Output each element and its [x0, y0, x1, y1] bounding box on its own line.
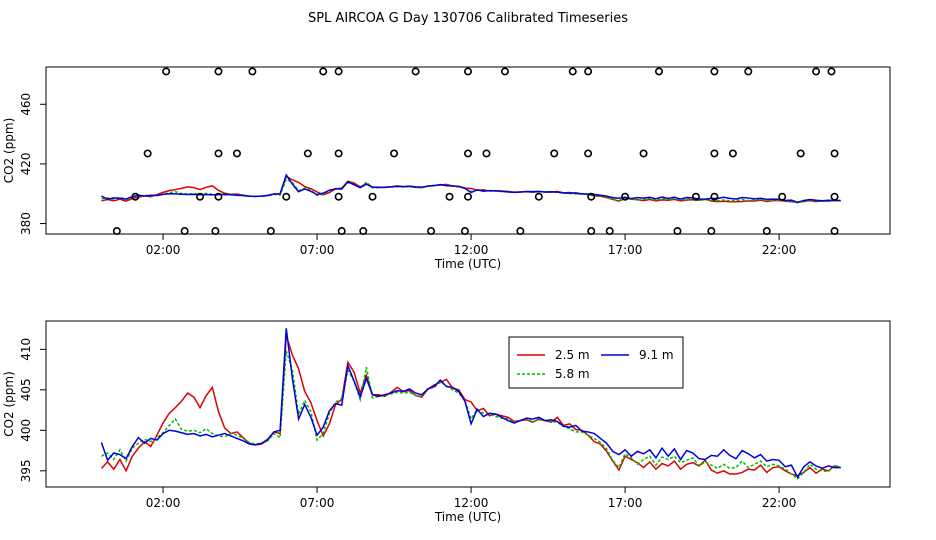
- flag-point: [516, 227, 525, 236]
- bottom-plot-frame: [45, 320, 891, 488]
- top-xtick-label: 02:00: [146, 243, 181, 257]
- series-line-25m: [100, 335, 841, 477]
- flag-point: [196, 192, 205, 201]
- flag-point: [232, 149, 241, 158]
- legend-label: 2.5 m: [555, 348, 590, 362]
- bottom-ytick-label: 395: [19, 459, 33, 482]
- top-plot-frame: [45, 66, 891, 235]
- flag-point: [112, 227, 121, 236]
- flag-point: [710, 149, 719, 158]
- bottom-ytick-label: 405: [19, 378, 33, 401]
- flag-point: [334, 67, 343, 76]
- bottom-y-axis-label: CO2 (ppm): [2, 371, 16, 437]
- flag-point: [691, 192, 700, 201]
- flag-point: [482, 149, 491, 158]
- flag-point: [282, 192, 291, 201]
- flag-point: [830, 227, 839, 236]
- flag-point: [427, 227, 436, 236]
- flag-point: [762, 227, 771, 236]
- flag-point: [534, 192, 543, 201]
- flag-point: [584, 67, 593, 76]
- flag-point: [214, 149, 223, 158]
- flag-point: [673, 227, 682, 236]
- flag-point: [390, 149, 399, 158]
- flag-point: [830, 192, 839, 201]
- top-panel: 02:00 07:00 12:00 17:00 22:00 380 420 460 Time (…: [2, 66, 891, 271]
- flag-point: [621, 192, 630, 201]
- bottom-xtick-label: 17:00: [608, 496, 643, 510]
- flag-point: [830, 149, 839, 158]
- flag-point: [778, 192, 787, 201]
- top-series-line-25m: [101, 175, 841, 203]
- top-x-axis-label: Time (UTC): [434, 257, 501, 271]
- flag-point: [445, 192, 454, 201]
- flag-point: [707, 227, 716, 236]
- bottom-panel: 02:00 07:00 12:00 17:00 22:00 395 400 405 410 Tim…: [2, 320, 891, 524]
- chart-title: SPL AIRCOA G Day 130706 Calibrated Times…: [308, 11, 628, 26]
- flag-point: [605, 227, 614, 236]
- bottom-ytick-label: 410: [19, 338, 33, 361]
- flag-point: [337, 227, 346, 236]
- flag-point: [214, 192, 223, 201]
- flag-point: [639, 149, 648, 158]
- bottom-xtick-label: 02:00: [146, 496, 181, 510]
- series-line-58m: [101, 350, 841, 480]
- flag-point: [460, 227, 469, 236]
- flag-point: [827, 67, 836, 76]
- flag-point: [728, 149, 737, 158]
- flag-point: [568, 67, 577, 76]
- legend: 2.5 m 9.1 m 5.8 m: [508, 336, 684, 389]
- flag-point: [211, 227, 220, 236]
- series-line-91m: [100, 328, 841, 479]
- legend-label: 9.1 m: [639, 348, 674, 362]
- top-xtick-label: 12:00: [454, 243, 489, 257]
- flag-point: [654, 67, 663, 76]
- flag-point: [710, 192, 719, 201]
- flag-point: [143, 149, 152, 158]
- flag-point: [463, 149, 472, 158]
- flag-point: [368, 192, 377, 201]
- flag-point: [710, 67, 719, 76]
- flag-point: [411, 67, 420, 76]
- flag-point: [248, 67, 257, 76]
- flag-point: [744, 67, 753, 76]
- flag-point: [214, 67, 223, 76]
- top-xtick-label: 22:00: [762, 243, 797, 257]
- top-ytick-label: 460: [19, 93, 33, 116]
- flag-point: [162, 67, 171, 76]
- flag-point: [334, 192, 343, 201]
- flag-point: [334, 149, 343, 158]
- flag-point: [359, 227, 368, 236]
- top-y-axis-label: CO2 (ppm): [2, 118, 16, 184]
- bottom-series-group: [100, 328, 841, 480]
- legend-box: [508, 336, 684, 389]
- top-xtick-label: 07:00: [300, 243, 335, 257]
- flag-point: [319, 67, 328, 76]
- flag-point: [463, 67, 472, 76]
- flag-point: [796, 149, 805, 158]
- legend-label: 5.8 m: [555, 367, 590, 381]
- bottom-ytick-label: 400: [19, 419, 33, 442]
- flag-point: [131, 192, 140, 201]
- top-ytick-label: 420: [19, 152, 33, 175]
- flag-point: [180, 227, 189, 236]
- bottom-xtick-label: 12:00: [454, 496, 489, 510]
- flag-point: [463, 192, 472, 201]
- flag-point: [500, 67, 509, 76]
- flag-point: [584, 149, 593, 158]
- flag-point: [812, 67, 821, 76]
- top-ytick-label: 380: [19, 212, 33, 235]
- flag-point: [550, 149, 559, 158]
- flag-point: [587, 192, 596, 201]
- flag-point: [266, 227, 275, 236]
- bottom-xtick-label: 22:00: [762, 496, 797, 510]
- flag-point: [303, 149, 312, 158]
- bottom-xtick-label: 07:00: [300, 496, 335, 510]
- top-xtick-label: 17:00: [608, 243, 643, 257]
- flag-point: [587, 227, 596, 236]
- bottom-x-axis-label: Time (UTC): [434, 510, 501, 524]
